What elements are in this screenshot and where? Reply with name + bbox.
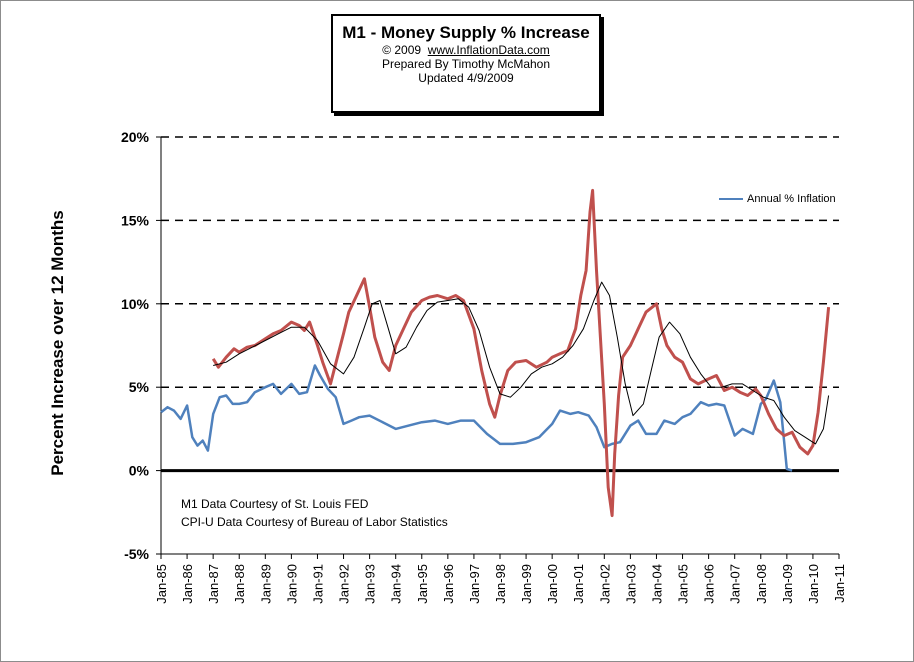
series-line-trend <box>213 281 830 445</box>
x-tick-label: Jan-98 <box>493 564 508 604</box>
x-tick-label: Jan-09 <box>780 564 795 604</box>
credit-m1: M1 Data Courtesy of St. Louis FED <box>181 497 369 511</box>
updated-text: Updated 4/9/2009 <box>418 71 514 85</box>
x-tick-label: Jan-05 <box>676 564 691 604</box>
y-tick-label: 10% <box>121 296 150 312</box>
x-tick-label: Jan-89 <box>258 564 273 604</box>
y-tick-label: 0% <box>129 463 150 479</box>
x-tick-label: Jan-03 <box>623 564 638 604</box>
x-tick-label: Jan-02 <box>597 564 612 604</box>
x-tick-label: Jan-85 <box>154 564 169 604</box>
x-tick-label: Jan-92 <box>337 564 352 604</box>
x-tick-label: Jan-99 <box>519 564 534 604</box>
series-line-inflation <box>160 364 793 472</box>
x-tick-label: Jan-87 <box>206 564 221 604</box>
title-copyright-line: © 2009 www.InflationData.com <box>333 43 599 57</box>
x-tick-label: Jan-01 <box>571 564 586 604</box>
x-tick-label: Jan-95 <box>415 564 430 604</box>
x-tick-label: Jan-11 <box>832 564 847 603</box>
y-tick-label: -5% <box>124 546 149 562</box>
x-tick-label: Jan-90 <box>284 564 299 604</box>
site-link[interactable]: www.InflationData.com <box>427 43 550 57</box>
title-box: M1 - Money Supply % Increase © 2009 www.… <box>331 14 601 113</box>
x-tick-label: Jan-96 <box>441 564 456 604</box>
copyright-text: © 2009 <box>382 43 422 57</box>
credit-cpi: CPI-U Data Courtesy of Bureau of Labor S… <box>181 515 448 529</box>
y-tick-label: 5% <box>129 379 150 395</box>
series-line-m1 <box>211 188 831 518</box>
x-tick-label: Jan-08 <box>754 564 769 604</box>
x-tick-label: Jan-88 <box>232 564 247 604</box>
x-tick-label: Jan-91 <box>310 564 325 604</box>
chart-title: M1 - Money Supply % Increase <box>342 23 590 42</box>
x-tick-label: Jan-10 <box>806 564 821 604</box>
legend-swatch-inflation <box>719 198 743 200</box>
x-tick-label: Jan-94 <box>389 564 404 604</box>
x-tick-label: Jan-04 <box>649 564 664 604</box>
legend-label-inflation: Annual % Inflation <box>747 193 836 205</box>
x-tick-label: Jan-07 <box>728 564 743 604</box>
x-tick-label: Jan-93 <box>363 564 378 604</box>
y-axis-label: Percent Increase over 12 Months <box>48 210 67 476</box>
x-tick-label: Jan-06 <box>702 564 717 604</box>
y-tick-label: 15% <box>121 212 150 228</box>
x-tick-label: Jan-00 <box>545 564 560 604</box>
legend: Annual % Inflation <box>719 193 836 205</box>
x-tick-label: Jan-97 <box>467 564 482 604</box>
y-tick-label: 20% <box>121 129 150 145</box>
x-tick-label: Jan-86 <box>180 564 195 604</box>
author-text: Prepared By Timothy McMahon <box>381 57 551 71</box>
